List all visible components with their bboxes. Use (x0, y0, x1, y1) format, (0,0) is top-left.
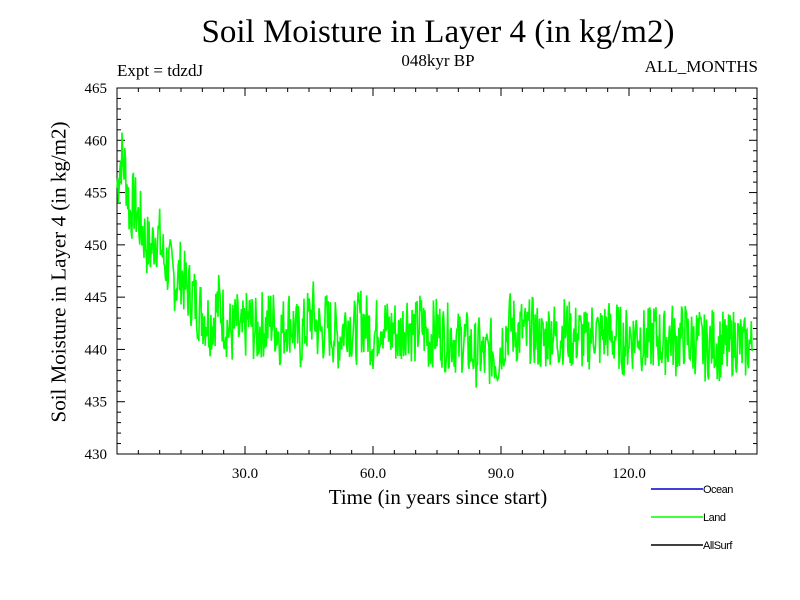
y-tick-label: 440 (85, 342, 108, 358)
legend-label-ocean: Ocean (703, 484, 733, 496)
x-tick-label: 120.0 (612, 466, 646, 482)
x-tick-label: 30.0 (232, 466, 258, 482)
y-tick-label: 455 (85, 186, 108, 202)
chart-subtitle: 048kyr BP (401, 51, 475, 70)
legend-label-allsurf: AllSurf (703, 540, 733, 552)
y-tick-label: 445 (85, 290, 108, 306)
experiment-label: Expt = tdzdJ (117, 61, 204, 80)
y-tick-label: 435 (85, 395, 108, 411)
y-tick-label: 460 (85, 133, 108, 149)
series-line-land (116, 132, 754, 388)
y-tick-label: 430 (85, 447, 108, 463)
legend-label-land: Land (703, 512, 726, 524)
y-tick-label: 465 (85, 81, 108, 97)
y-tick-label: 450 (85, 238, 108, 254)
x-tick-label: 60.0 (360, 466, 386, 482)
plot-frame (116, 87, 758, 455)
x-tick-label: 90.0 (488, 466, 514, 482)
x-axis-label: Time (in years since start) (328, 485, 548, 509)
chart-title: Soil Moisture in Layer 4 (in kg/m2) (201, 14, 675, 50)
months-label: ALL_MONTHS (644, 57, 758, 76)
